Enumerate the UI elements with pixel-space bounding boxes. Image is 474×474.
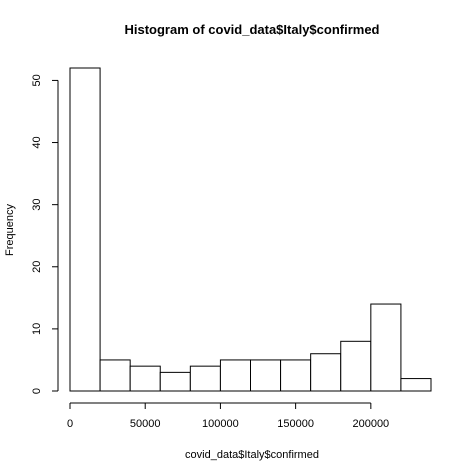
y-axis-label: Frequency <box>4 204 16 256</box>
histogram-bar <box>400 378 432 392</box>
bars-group <box>69 67 432 392</box>
y-tick-label: 10 <box>31 323 43 335</box>
histogram-bar <box>159 371 191 392</box>
y-axis: 0 10 20 30 40 50 <box>31 74 59 394</box>
x-axis-label: covid_data$Italy$confirmed <box>185 449 319 461</box>
histogram-bar <box>69 67 101 392</box>
y-tick-label: 50 <box>31 74 43 86</box>
histogram-bar <box>250 359 282 392</box>
x-tick-label: 50000 <box>130 418 161 430</box>
histogram-bar <box>310 353 342 392</box>
histogram-bar <box>99 359 131 392</box>
x-tick-label: 0 <box>67 418 73 430</box>
y-tick-label: 0 <box>31 388 43 394</box>
histogram-bar <box>129 365 161 392</box>
y-tick-label: 20 <box>31 261 43 273</box>
x-tick-label: 100000 <box>202 418 239 430</box>
chart-title: Histogram of covid_data$Italy$confirmed <box>124 22 379 37</box>
x-axis: 0 50000 100000 150000 200000 <box>67 402 389 430</box>
x-tick-label: 150000 <box>277 418 314 430</box>
histogram-bar <box>340 340 372 392</box>
histogram-bar <box>189 365 221 392</box>
histogram-bar <box>370 303 402 392</box>
histogram-bar <box>219 359 252 392</box>
y-tick-label: 40 <box>31 136 43 148</box>
x-tick-label: 200000 <box>352 418 389 430</box>
y-tick-label: 30 <box>31 199 43 211</box>
histogram-bar <box>280 359 312 392</box>
